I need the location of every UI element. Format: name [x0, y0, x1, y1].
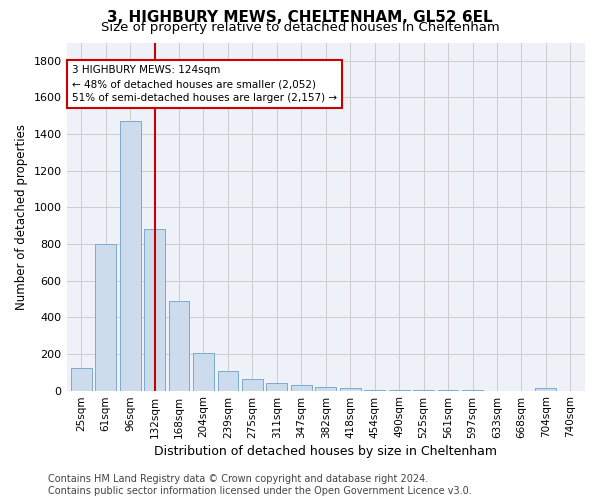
X-axis label: Distribution of detached houses by size in Cheltenham: Distribution of detached houses by size …: [154, 444, 497, 458]
Bar: [266, 383, 287, 390]
Bar: [291, 384, 312, 390]
Bar: [242, 378, 263, 390]
Text: Contains HM Land Registry data © Crown copyright and database right 2024.
Contai: Contains HM Land Registry data © Crown c…: [48, 474, 472, 496]
Bar: [535, 388, 556, 390]
Text: 3, HIGHBURY MEWS, CHELTENHAM, GL52 6EL: 3, HIGHBURY MEWS, CHELTENHAM, GL52 6EL: [107, 10, 493, 25]
Bar: [144, 230, 165, 390]
Bar: [71, 368, 92, 390]
Bar: [340, 388, 361, 390]
Bar: [218, 372, 238, 390]
Text: 3 HIGHBURY MEWS: 124sqm
← 48% of detached houses are smaller (2,052)
51% of semi: 3 HIGHBURY MEWS: 124sqm ← 48% of detache…: [72, 65, 337, 103]
Bar: [316, 386, 336, 390]
Y-axis label: Number of detached properties: Number of detached properties: [15, 124, 28, 310]
Bar: [169, 301, 190, 390]
Bar: [193, 353, 214, 391]
Bar: [120, 122, 140, 390]
Text: Size of property relative to detached houses in Cheltenham: Size of property relative to detached ho…: [101, 22, 499, 35]
Bar: [95, 244, 116, 390]
